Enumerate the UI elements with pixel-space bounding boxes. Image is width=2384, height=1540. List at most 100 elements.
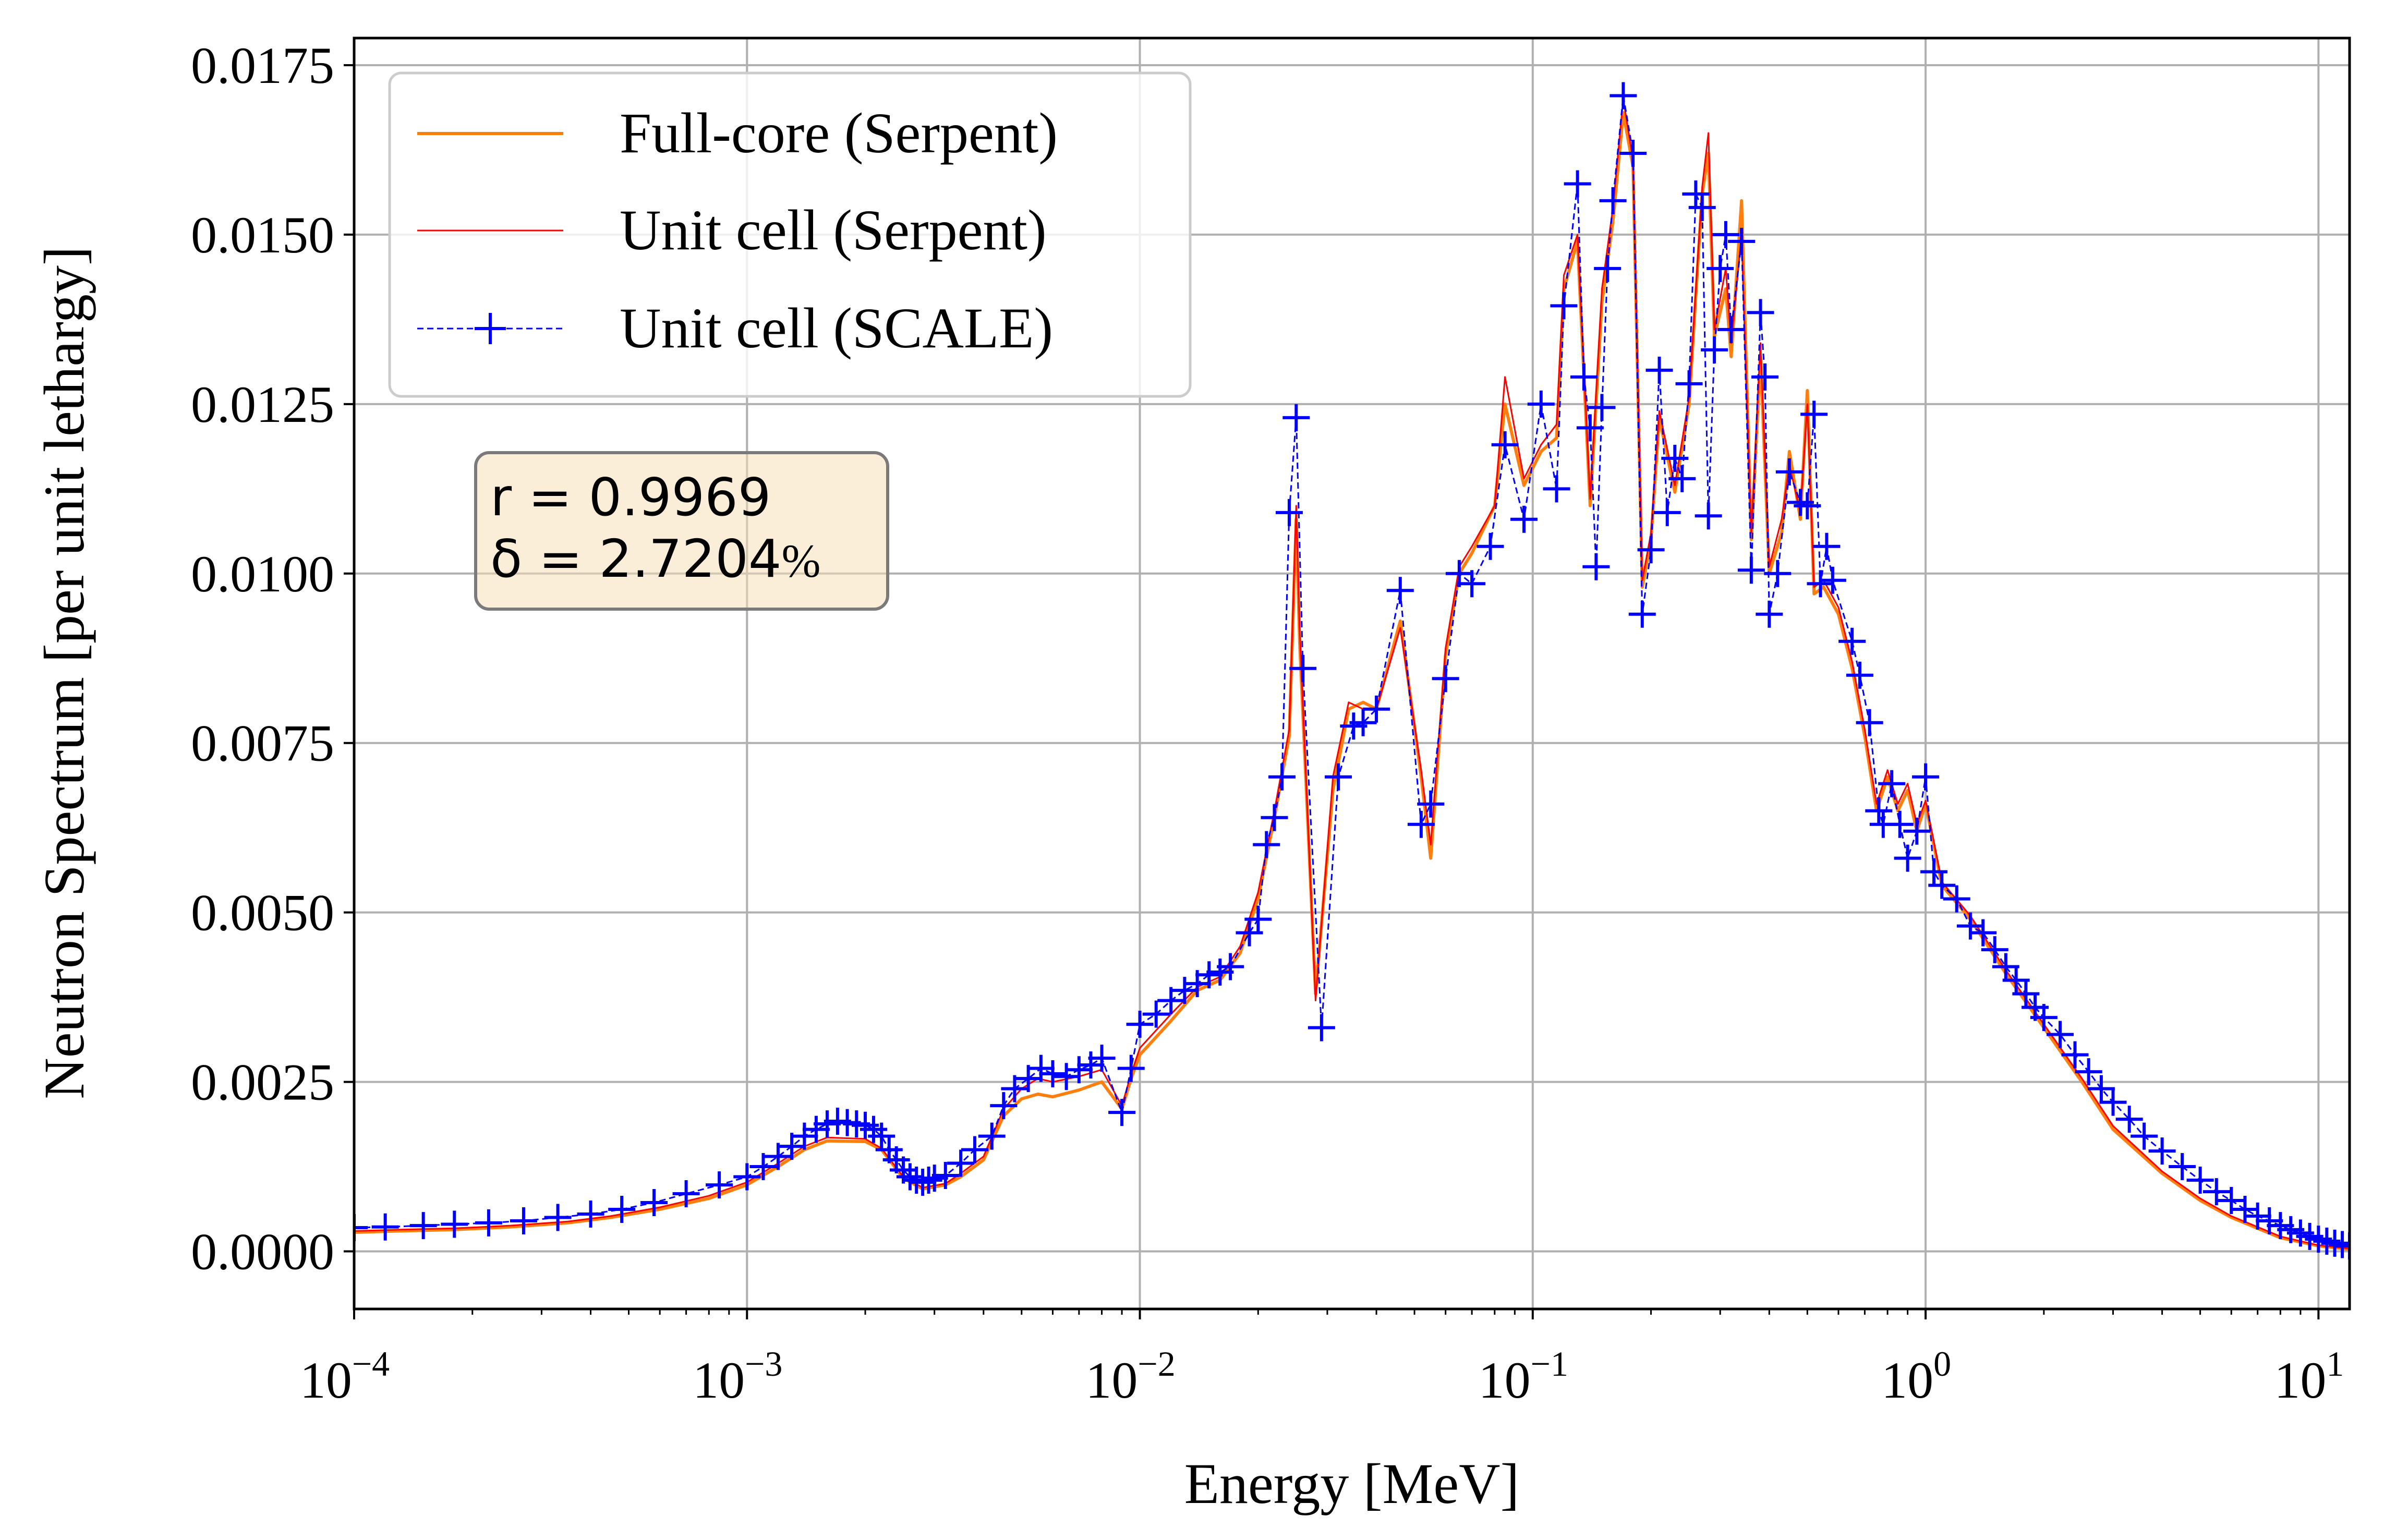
x-axis-label: Energy [MeV] <box>1184 1452 1520 1515</box>
legend-label-full-core: Full-core (Serpent) <box>620 101 1058 165</box>
series-marker-2 <box>1491 431 1519 458</box>
stats-annotation: r = 0.9969 δ = 2.7204% <box>474 451 889 611</box>
series-marker-2 <box>1253 831 1280 858</box>
series-marker-2 <box>2244 1202 2271 1230</box>
series-marker-2 <box>2231 1195 2259 1223</box>
series-marker-2 <box>749 1153 777 1181</box>
series-marker-2 <box>510 1207 537 1235</box>
legend: Full-core (Serpent) Unit cell (Serpent) … <box>388 71 1192 398</box>
series-marker-2 <box>1458 570 1486 598</box>
series-marker-2 <box>354 1214 368 1242</box>
series-layer <box>354 82 2350 1260</box>
series-marker-2 <box>1619 139 1647 167</box>
series-marker-2 <box>1217 953 1244 980</box>
series-marker-2 <box>1108 1099 1136 1126</box>
x-tick-exponent: −4 <box>352 1344 390 1384</box>
series-marker-2 <box>1764 560 1792 587</box>
series-marker-2 <box>1682 180 1710 208</box>
series-marker-2 <box>2169 1153 2196 1181</box>
series-marker-2 <box>1645 356 1673 384</box>
correlation-text: r = 0.9969 <box>490 467 771 528</box>
series-marker-2 <box>978 1122 1006 1150</box>
series-marker-2 <box>1171 977 1199 1004</box>
series-marker-2 <box>1838 627 1866 655</box>
series-marker-2 <box>1707 254 1734 282</box>
series-marker-2 <box>1308 1014 1335 1041</box>
series-marker-2 <box>1628 600 1656 628</box>
series-marker-2 <box>1756 600 1783 628</box>
series-marker-2 <box>544 1204 572 1231</box>
series-marker-2 <box>1039 1060 1067 1087</box>
deviation-text: δ = 2.7204% <box>490 528 820 589</box>
series-marker-2 <box>1142 1000 1170 1028</box>
x-tick-exponent: −2 <box>1137 1344 1175 1384</box>
legend-box <box>388 71 1192 398</box>
series-marker-2 <box>1712 221 1739 248</box>
series-line-2 <box>354 95 2350 1247</box>
series-marker-2 <box>2087 1075 2115 1102</box>
series-marker-2 <box>1751 363 1779 391</box>
legend-label-unit-cell-scale: Unit cell (SCALE) <box>620 296 1053 360</box>
series-marker-2 <box>1903 817 1931 845</box>
series-marker-2 <box>1195 961 1223 989</box>
series-marker-2 <box>1969 919 1997 947</box>
series-marker-2 <box>921 1165 948 1192</box>
series-marker-2 <box>1117 1054 1145 1082</box>
series-marker-2 <box>1564 170 1591 198</box>
series-marker-2 <box>1261 804 1288 831</box>
series-marker-2 <box>1737 556 1765 584</box>
series-marker-2 <box>733 1163 761 1191</box>
series-marker-2 <box>1956 912 1984 940</box>
series-marker-2 <box>1813 532 1841 560</box>
series-marker-2 <box>1126 1011 1154 1038</box>
series-marker-2 <box>1576 414 1604 442</box>
series-marker-2 <box>1001 1075 1028 1102</box>
series-marker-2 <box>1432 665 1459 693</box>
series-marker-2 <box>1077 1051 1105 1079</box>
y-tick-label: 0.0150 <box>191 206 334 264</box>
series-marker-2 <box>1325 763 1352 791</box>
series-marker-2 <box>1668 465 1696 492</box>
series-marker-2 <box>1609 82 1637 110</box>
series-marker-2 <box>1417 790 1445 818</box>
series-marker-2 <box>1349 709 1377 736</box>
series-marker-2 <box>961 1136 989 1163</box>
series-marker-2 <box>1477 532 1504 560</box>
series-marker-2 <box>947 1149 975 1177</box>
y-tick-label: 0.0050 <box>191 884 334 942</box>
series-marker-2 <box>1268 763 1296 791</box>
series-marker-2 <box>577 1201 604 1228</box>
series-marker-2 <box>1846 661 1873 689</box>
series-marker-2 <box>2131 1122 2158 1150</box>
series-marker-2 <box>1661 444 1689 472</box>
y-tick-label: 0.0000 <box>191 1223 334 1281</box>
series-marker-2 <box>764 1143 792 1170</box>
series-marker-2 <box>441 1210 468 1238</box>
series-marker-2 <box>1088 1045 1116 1072</box>
series-marker-2 <box>1675 370 1703 397</box>
series-marker-2 <box>1701 336 1728 363</box>
series-marker-2 <box>2061 1041 2089 1069</box>
series-marker-2 <box>2047 1021 2074 1048</box>
x-tick-label: 100 <box>1881 1344 1951 1409</box>
series-marker-2 <box>706 1171 733 1199</box>
series-marker-2 <box>608 1195 636 1223</box>
x-tick-base: 10 <box>2274 1351 2326 1409</box>
series-marker-2 <box>409 1212 437 1240</box>
series-marker-2 <box>1282 404 1310 431</box>
series-marker-2 <box>2256 1207 2283 1235</box>
x-tick-base: 10 <box>1479 1351 1531 1409</box>
series-marker-2 <box>1695 502 1722 530</box>
series-marker-2 <box>1588 394 1616 421</box>
series-marker-2 <box>2186 1167 2214 1194</box>
series-marker-2 <box>1912 763 1940 791</box>
series-marker-2 <box>1027 1054 1055 1082</box>
series-marker-2 <box>1653 499 1681 526</box>
y-tick-label: 0.0175 <box>191 37 334 94</box>
series-marker-2 <box>2336 1232 2350 1260</box>
series-marker-2 <box>1599 187 1627 214</box>
series-marker-2 <box>1928 871 1956 899</box>
series-marker-2 <box>931 1161 959 1189</box>
series-marker-2 <box>672 1180 700 1208</box>
